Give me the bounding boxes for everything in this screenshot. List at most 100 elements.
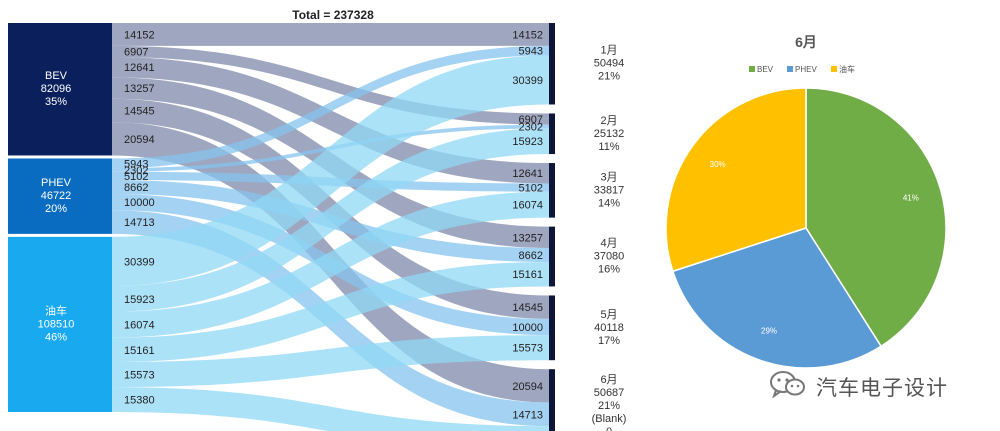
- sankey-target-label: 6月: [600, 374, 617, 386]
- sankey-flow: [112, 45, 549, 125]
- sankey-flow-value-target: 10000: [512, 322, 543, 334]
- sankey-source-label: 油车: [45, 303, 67, 317]
- sankey-source-node: [8, 236, 112, 412]
- sankey-flow-value-source: 5102: [124, 171, 148, 183]
- legend-label: BEV: [757, 65, 774, 74]
- sankey-target-label: 21%: [598, 400, 620, 412]
- sankey-flow-value-target: 5102: [519, 183, 543, 195]
- sankey-target-node: [549, 163, 555, 218]
- legend-swatch: [831, 66, 837, 72]
- sankey-flows: [112, 23, 549, 431]
- sankey-flow-value-source: 15573: [124, 370, 155, 382]
- sankey-flow-value-target: 15161: [512, 269, 543, 281]
- sankey-target-label: 3月: [600, 171, 617, 183]
- sankey-source-label: 46722: [41, 190, 72, 202]
- sankey-flow-value-target: 30399: [512, 75, 543, 87]
- sankey-target-label: 1月: [600, 45, 617, 57]
- sankey-target-label: 25132: [594, 128, 625, 140]
- pie-title: 6月: [795, 34, 817, 50]
- sankey-source-node: [8, 23, 112, 156]
- sankey-flow-value-target: 5943: [519, 46, 543, 58]
- pie-data-labels: 41% 29% 30%: [710, 160, 919, 336]
- sankey-target-label: 40118: [594, 322, 624, 334]
- sankey-flow-value-source: 10000: [124, 197, 155, 209]
- sankey-target-label: 50494: [594, 58, 625, 70]
- sankey-flow-value-target: 14545: [512, 302, 543, 314]
- sankey-flow: [112, 128, 549, 312]
- sankey-flow-value-target: 13257: [512, 232, 543, 244]
- sankey-flow-value-source: 14713: [124, 217, 155, 229]
- sankey-flow-value-target: 12641: [512, 168, 543, 180]
- sankey-flow: [112, 335, 549, 388]
- sankey-flow-value-source: 30399: [124, 256, 155, 268]
- sankey-flow-value-target: 14152: [512, 29, 543, 41]
- sankey-source-label: PHEV: [41, 177, 72, 189]
- sankey-target-node: [549, 23, 555, 105]
- sankey-target-node: [549, 226, 555, 287]
- sankey-flow: [112, 55, 549, 286]
- sankey-title: Total = 237328: [292, 8, 374, 22]
- sankey-flow-value-target: 6907: [519, 114, 543, 126]
- sankey-source-node: [8, 158, 112, 234]
- sankey-source-label: 82096: [41, 83, 72, 95]
- sankey-flow: [112, 261, 549, 363]
- sankey-target-label: (Blank): [592, 413, 627, 425]
- sankey-flow-value-source: 8662: [124, 182, 148, 194]
- pie-slice: [671, 227, 883, 369]
- legend-swatch: [749, 66, 755, 72]
- sankey-flow: [112, 23, 549, 46]
- pie-data-label: 29%: [761, 327, 777, 336]
- pie-slices: [665, 87, 947, 369]
- sankey-flow-value-target: 15573: [512, 343, 543, 355]
- wechat-icon: [770, 371, 805, 398]
- sankey-flow-value-target: 15923: [512, 136, 543, 148]
- sankey-flow-value-source: 16074: [124, 320, 155, 332]
- sankey-flow: [112, 45, 549, 169]
- sankey-flow-value-source: 13257: [124, 83, 155, 95]
- pie-chart: 6月 BEV PHEV 油车 41% 29% 30%: [665, 34, 947, 369]
- sankey-target-node: [549, 369, 555, 431]
- pie-data-label: 30%: [710, 160, 726, 169]
- sankey-flow-value-source: 15923: [124, 294, 155, 306]
- sankey-source-label: 108510: [38, 318, 75, 330]
- legend-label: PHEV: [795, 65, 817, 74]
- sankey-target-label: 5月: [600, 309, 617, 321]
- sankey-flow-value-source: 15161: [124, 345, 155, 357]
- sankey-flow: [112, 387, 549, 431]
- pie-data-label: 41%: [903, 194, 919, 203]
- sankey-target-label: 37080: [594, 251, 625, 263]
- sankey-flow-value-source: 6907: [124, 46, 148, 58]
- pie-slice: [805, 87, 947, 348]
- sankey-flow-value-target: 8662: [519, 250, 543, 262]
- sankey-target-label: 33817: [594, 184, 625, 196]
- sankey-flow-value-source: 15380: [124, 395, 155, 407]
- sankey-target-node: [549, 295, 555, 361]
- sankey-source-label: 46%: [45, 331, 67, 343]
- sankey-flow-value-target: 16074: [512, 200, 543, 212]
- sankey-target-label: 2月: [600, 115, 617, 127]
- pie-slice: [665, 87, 807, 273]
- sankey-target-nodes: [549, 23, 555, 431]
- sankey-source-label: 35%: [45, 96, 67, 108]
- sankey-flow-value-source: 12641: [124, 62, 155, 74]
- sankey-target-label: 11%: [598, 141, 619, 153]
- sankey-source-label: 20%: [45, 203, 67, 215]
- sankey-flow-value-source: 14152: [124, 29, 155, 41]
- pie-legend: BEV PHEV 油车: [749, 64, 855, 74]
- sankey-flow-value-source: 2302: [124, 165, 148, 177]
- sankey-flow-value-source: 14545: [124, 106, 155, 118]
- sankey-target-node: [549, 113, 555, 155]
- sankey-flow-value-target: 14713: [512, 409, 543, 421]
- sankey-target-label: 4月: [600, 238, 617, 250]
- sankey-target-label: 17%: [598, 335, 620, 347]
- legend-label: 油车: [839, 64, 855, 74]
- sankey-target-label: 14%: [598, 197, 620, 209]
- sankey-target-label: 16%: [598, 264, 620, 276]
- sankey-target-label: 50687: [594, 387, 625, 399]
- sankey-flow-value-source: 20594: [124, 134, 155, 146]
- sankey-target-label: 0: [606, 426, 612, 431]
